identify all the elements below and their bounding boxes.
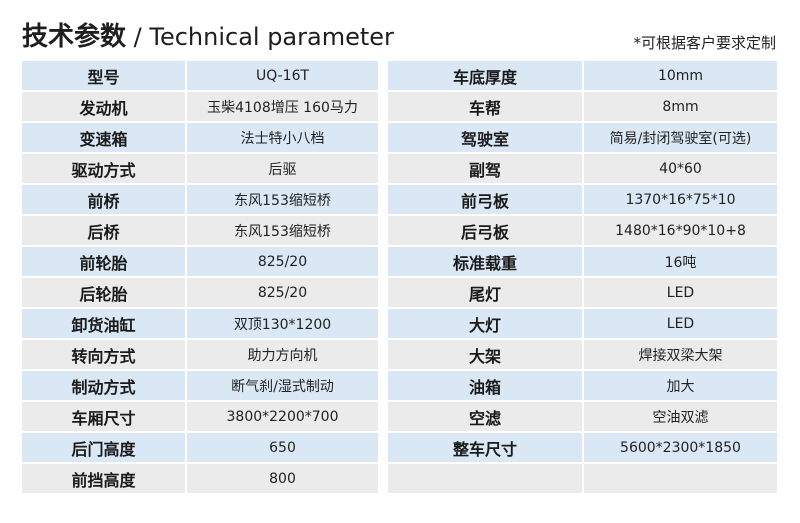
spec-row: 前弓板 1370*16*75*10 (388, 185, 779, 216)
spec-row: 制动方式 断气刹/湿式制动 (22, 371, 380, 402)
spec-row: 空滤 空油双滤 (388, 402, 779, 433)
spec-value: 焊接双梁大架 (584, 340, 779, 371)
spec-value: 5600*2300*1850 (584, 433, 779, 464)
title-cn: 技术参数 (22, 22, 127, 52)
spec-row: 车厢尺寸 3800*2200*700 (22, 402, 380, 433)
spec-label: 后门高度 (22, 433, 187, 464)
spec-label: 标准载重 (388, 247, 584, 278)
spec-table-right: 车底厚度 10mm 车帮 8mm 驾驶室 简易/封闭驾驶室(可选) 副驾 40*60 前弓板 13… (388, 61, 779, 495)
spec-value: 加大 (584, 371, 779, 402)
spec-value: 1480*16*90*10+8 (584, 216, 779, 247)
spec-row: 后轮胎 825/20 (22, 278, 380, 309)
spec-value: 助力方向机 (187, 340, 380, 371)
spec-value: 825/20 (187, 278, 380, 309)
spec-label: 驾驶室 (388, 123, 584, 154)
title-en: Technical parameter (149, 23, 394, 51)
title-separator: / (126, 23, 150, 51)
spec-value: 800 (187, 464, 380, 495)
spec-row: 后桥 东风153缩短桥 (22, 216, 380, 247)
spec-table-left: 型号 UQ-16T 发动机 玉柴4108增压 160马力 变速箱 法士特小八档 驱动方式 后驱… (22, 61, 380, 495)
spec-row: 前轮胎 825/20 (22, 247, 380, 278)
spec-label: 后弓板 (388, 216, 584, 247)
spec-label (388, 464, 584, 495)
spec-value: 简易/封闭驾驶室(可选) (584, 123, 779, 154)
spec-row: 前挡高度 800 (22, 464, 380, 495)
spec-row: 油箱 加大 (388, 371, 779, 402)
spec-label: 前挡高度 (22, 464, 187, 495)
spec-label: 车厢尺寸 (22, 402, 187, 433)
spec-row: 尾灯 LED (388, 278, 779, 309)
spec-row: 前桥 东风153缩短桥 (22, 185, 380, 216)
spec-value: 1370*16*75*10 (584, 185, 779, 216)
spec-row: 副驾 40*60 (388, 154, 779, 185)
spec-value: 8mm (584, 92, 779, 123)
spec-value: 东风153缩短桥 (187, 216, 380, 247)
spec-row: 大灯 LED (388, 309, 779, 340)
spec-value: 650 (187, 433, 380, 464)
spec-row: 卸货油缸 双顶130*1200 (22, 309, 380, 340)
spec-label: 车帮 (388, 92, 584, 123)
spec-row: 发动机 玉柴4108增压 160马力 (22, 92, 380, 123)
spec-value (584, 464, 779, 495)
spec-label: 大架 (388, 340, 584, 371)
spec-value: 10mm (584, 61, 779, 92)
spec-row: 驾驶室 简易/封闭驾驶室(可选) (388, 123, 779, 154)
spec-label: 前轮胎 (22, 247, 187, 278)
spec-row: 车帮 8mm (388, 92, 779, 123)
spec-label: 后轮胎 (22, 278, 187, 309)
spec-label: 副驾 (388, 154, 584, 185)
spec-label: 制动方式 (22, 371, 187, 402)
spec-value: 法士特小八档 (187, 123, 380, 154)
spec-row: 整车尺寸 5600*2300*1850 (388, 433, 779, 464)
spec-row: 车底厚度 10mm (388, 61, 779, 92)
spec-label: 变速箱 (22, 123, 187, 154)
spec-row: 大架 焊接双梁大架 (388, 340, 779, 371)
spec-label: 前弓板 (388, 185, 584, 216)
spec-label: 尾灯 (388, 278, 584, 309)
spec-row: 驱动方式 后驱 (22, 154, 380, 185)
spec-value: 东风153缩短桥 (187, 185, 380, 216)
spec-label: 空滤 (388, 402, 584, 433)
spec-value: 空油双滤 (584, 402, 779, 433)
spec-row: 后弓板 1480*16*90*10+8 (388, 216, 779, 247)
spec-value: 3800*2200*700 (187, 402, 380, 433)
spec-value: 玉柴4108增压 160马力 (187, 92, 380, 123)
spec-label: 后桥 (22, 216, 187, 247)
spec-value: 后驱 (187, 154, 380, 185)
spec-value: LED (584, 309, 779, 340)
spec-row: 转向方式 助力方向机 (22, 340, 380, 371)
spec-label: 油箱 (388, 371, 584, 402)
spec-label: 卸货油缸 (22, 309, 187, 340)
spec-value: UQ-16T (187, 61, 380, 92)
spec-value: 断气刹/湿式制动 (187, 371, 380, 402)
spec-value: 40*60 (584, 154, 779, 185)
spec-label: 大灯 (388, 309, 584, 340)
spec-row (388, 464, 779, 495)
spec-row: 型号 UQ-16T (22, 61, 380, 92)
spec-label: 型号 (22, 61, 187, 92)
spec-value: 双顶130*1200 (187, 309, 380, 340)
customization-note: *可根据客户要求定制 (633, 34, 776, 52)
spec-label: 前桥 (22, 185, 187, 216)
spec-row: 变速箱 法士特小八档 (22, 123, 380, 154)
spec-label: 转向方式 (22, 340, 187, 371)
spec-value: LED (584, 278, 779, 309)
spec-value: 16吨 (584, 247, 779, 278)
spec-label: 发动机 (22, 92, 187, 123)
spec-label: 整车尺寸 (388, 433, 584, 464)
spec-label: 驱动方式 (22, 154, 187, 185)
spec-value: 825/20 (187, 247, 380, 278)
page-title: 技术参数 / Technical parameter (22, 16, 394, 53)
spec-row: 标准载重 16吨 (388, 247, 779, 278)
spec-row: 后门高度 650 (22, 433, 380, 464)
spec-label: 车底厚度 (388, 61, 584, 92)
